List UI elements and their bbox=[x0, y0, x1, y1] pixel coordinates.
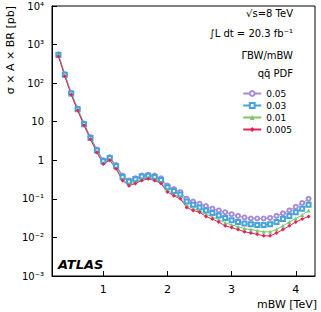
svg-text:0.01: 0.01 bbox=[266, 113, 286, 123]
svg-text:0.05: 0.05 bbox=[266, 89, 286, 99]
svg-text:1: 1 bbox=[100, 283, 107, 296]
svg-text:10²: 10² bbox=[27, 78, 44, 89]
svg-text:3: 3 bbox=[228, 283, 235, 296]
svg-text:2: 2 bbox=[164, 283, 171, 296]
svg-text:√s=8 TeV: √s=8 TeV bbox=[246, 8, 293, 19]
svg-text:10⁻³: 10⁻³ bbox=[22, 271, 44, 282]
svg-text:σ × A × BR [pb]: σ × A × BR [pb] bbox=[4, 6, 17, 94]
svg-text:10: 10 bbox=[31, 116, 44, 127]
svg-text:ΓBW/mBW: ΓBW/mBW bbox=[242, 50, 294, 61]
svg-text:10⁴: 10⁴ bbox=[27, 1, 44, 12]
svg-text:qq̄ PDF: qq̄ PDF bbox=[258, 68, 294, 79]
svg-text:4: 4 bbox=[292, 283, 299, 296]
svg-text:∫L dt = 20.3 fb⁻¹: ∫L dt = 20.3 fb⁻¹ bbox=[209, 28, 293, 39]
svg-text:10³: 10³ bbox=[27, 39, 44, 50]
svg-text:mBW [TeV]: mBW [TeV] bbox=[257, 298, 317, 311]
svg-text:10⁻¹: 10⁻¹ bbox=[22, 193, 44, 204]
svg-text:1: 1 bbox=[38, 155, 44, 166]
svg-text:ATLAS: ATLAS bbox=[57, 257, 103, 272]
svg-text:0.005: 0.005 bbox=[266, 125, 292, 135]
svg-text:0.03: 0.03 bbox=[266, 101, 286, 111]
svg-text:10⁻²: 10⁻² bbox=[22, 232, 44, 243]
